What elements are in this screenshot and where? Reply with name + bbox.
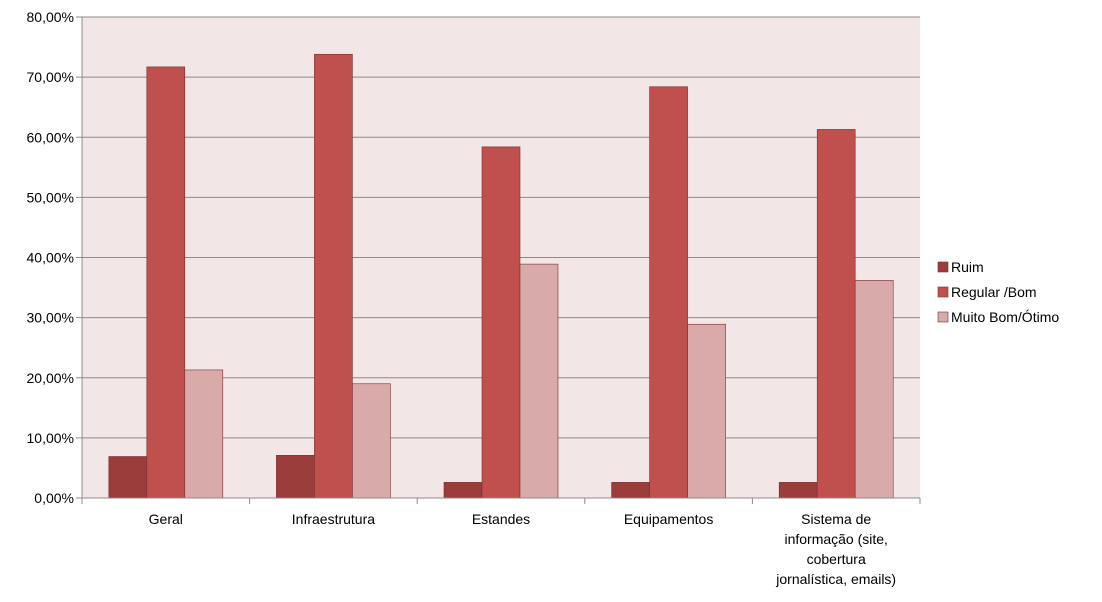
axes: [76, 16, 921, 504]
legend-label: Regular /Bom: [951, 284, 1037, 300]
bar-regular-bom: [816, 129, 856, 499]
bar-ruim: [443, 482, 483, 499]
legend: Ruim Regular /Bom Muito Bom/Ótimo: [937, 259, 1059, 325]
bars: [108, 53, 894, 499]
bar-regular-bom: [481, 146, 521, 499]
y-tick-label: 10,00%: [27, 430, 74, 446]
legend-item: Muito Bom/Ótimo: [937, 309, 1059, 325]
x-axis-category-labels: Geral Infraestrutura Estandes Equipamentos S…: [149, 511, 896, 587]
legend-label: Ruim: [951, 259, 984, 275]
x-category-label: Estandes: [472, 511, 530, 527]
bar-ruim: [611, 482, 650, 499]
y-tick-label: 70,00%: [27, 69, 74, 85]
y-tick-label: 0,00%: [34, 490, 74, 506]
bar-ruim: [108, 456, 148, 499]
x-category-label: Infraestrutura: [292, 511, 375, 527]
bar-muito-bom-timo: [854, 280, 894, 499]
x-category-label: Geral: [149, 511, 183, 527]
legend-item: Ruim: [937, 259, 984, 275]
y-tick-label: 50,00%: [27, 189, 74, 205]
y-axis-tick-labels: 0,00% 10,00% 20,00% 30,00% 40,00% 50,00% 60,00…: [27, 9, 74, 506]
y-tick-label: 80,00%: [27, 9, 74, 25]
y-tick-label: 60,00%: [27, 129, 74, 145]
bar-regular-bom: [314, 53, 353, 499]
y-tick-label: 40,00%: [27, 250, 74, 266]
bar-muito-bom-timo: [687, 323, 726, 499]
bar-muito-bom-timo: [519, 263, 559, 499]
x-category-label: Sistema de informação (site, cobertura jorn…: [775, 511, 896, 587]
y-tick-label: 20,00%: [27, 370, 74, 386]
bar-muito-bom-timo: [184, 369, 224, 499]
y-tick-label: 30,00%: [27, 310, 74, 326]
bar-regular-bom: [146, 66, 186, 499]
legend-swatch: [937, 286, 949, 298]
bar-ruim: [778, 482, 818, 499]
legend-item: Regular /Bom: [937, 284, 1037, 300]
bar-muito-bom-timo: [352, 383, 391, 499]
legend-swatch: [937, 311, 949, 323]
bar-ruim: [276, 455, 315, 499]
legend-swatch: [937, 261, 949, 273]
bar-regular-bom: [649, 86, 688, 499]
x-category-label: Equipamentos: [624, 511, 714, 527]
legend-label: Muito Bom/Ótimo: [951, 309, 1059, 325]
